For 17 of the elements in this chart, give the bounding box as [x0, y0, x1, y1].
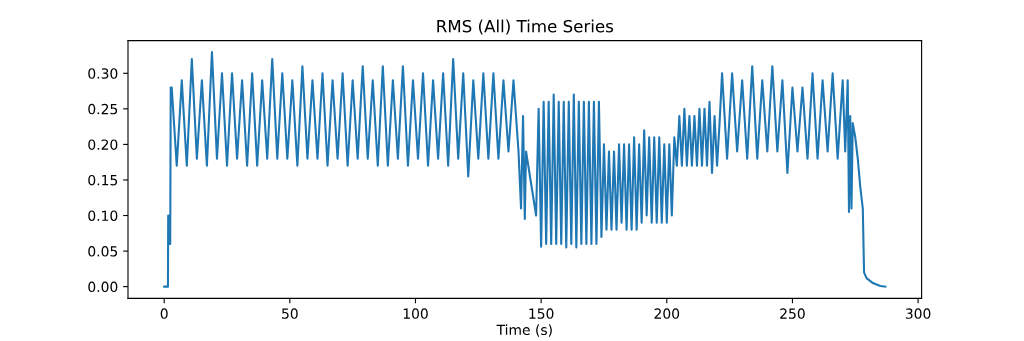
x-tick-label: 100 [403, 308, 428, 319]
x-tick-label: 300 [905, 308, 931, 319]
y-tick-label: 0.05 [88, 246, 118, 257]
y-tick-label: 0.30 [88, 68, 118, 79]
chart-title: RMS (All) Time Series [437, 19, 614, 35]
y-tick-label: 0.20 [88, 139, 118, 150]
x-tick-label: 250 [780, 308, 805, 319]
x-tick-label: 50 [282, 308, 298, 319]
x-tick-label: 0 [160, 308, 168, 319]
line-series [163, 50, 887, 288]
y-tick-label: 0.10 [88, 210, 118, 221]
x-tick-label: 150 [529, 308, 554, 319]
x-axis-title: Time (s) [496, 324, 552, 337]
y-tick-label: 0.25 [88, 103, 118, 115]
y-tick-label: 0.00 [88, 281, 118, 293]
x-tick-label: 200 [654, 308, 680, 319]
y-tick-label: 0.15 [88, 174, 118, 186]
